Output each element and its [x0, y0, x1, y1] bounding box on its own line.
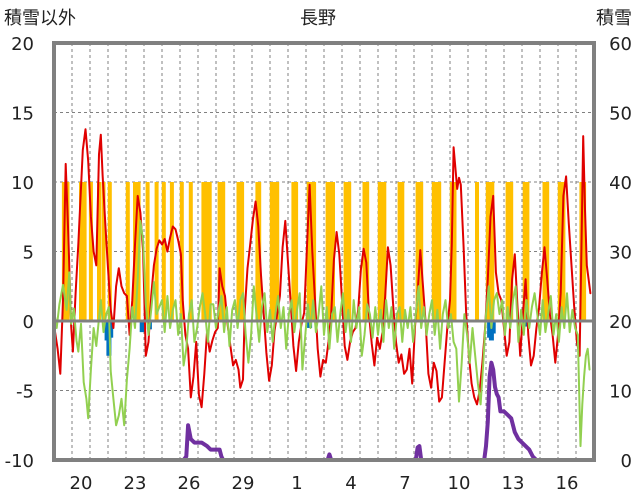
sunshine-bar [188, 182, 193, 321]
sunshine-bar [545, 182, 550, 321]
sunshine-bar [145, 182, 150, 321]
right-axis-label: 積雪 [596, 8, 632, 29]
x-tick-label: 1 [291, 473, 302, 494]
precipitation-bar [139, 321, 145, 333]
sunshine-bar [294, 182, 299, 321]
left-tick-label: -10 [5, 451, 34, 472]
temperature-diff-line [53, 219, 591, 448]
sunshine-bars [61, 182, 587, 321]
sunshine-bar [204, 182, 209, 321]
sunshine-bar [379, 182, 384, 321]
plot-frame [52, 41, 596, 462]
right-tick-label: 20 [609, 312, 632, 333]
sunshine-bar [343, 182, 348, 321]
x-tick-label: 23 [124, 473, 147, 494]
sunshine-bar [221, 182, 226, 321]
sunshine-bar [272, 182, 277, 321]
x-tick-label: 7 [399, 473, 410, 494]
sunshine-bar [179, 182, 184, 321]
right-tick-label: 40 [609, 173, 632, 194]
left-tick-label: 5 [23, 243, 34, 264]
sunshine-bar [275, 182, 280, 321]
sunshine-bar [65, 182, 70, 321]
right-tick-label: 50 [609, 104, 632, 125]
x-axis-ticks: 20 23 26 29 1 4 7 10 13 16 [70, 473, 579, 494]
precipitation-bar [490, 321, 496, 334]
left-axis-ticks: 20 15 10 5 0 -5 -10 [5, 34, 34, 472]
left-tick-label: 20 [11, 34, 34, 55]
right-tick-label: 60 [609, 34, 632, 55]
right-tick-label: 10 [609, 382, 632, 403]
x-tick-label: 4 [345, 473, 356, 494]
sunshine-bar [397, 182, 402, 321]
left-axis-label: 積雪以外 [4, 8, 76, 29]
sunshine-bar [437, 182, 442, 321]
sunshine-bar [400, 182, 405, 321]
left-tick-label: 15 [11, 104, 34, 125]
sunshine-bar [82, 182, 87, 321]
sunshine-bar [328, 182, 333, 321]
sunshine-bar [312, 182, 317, 321]
left-tick-label: 0 [23, 312, 34, 333]
left-tick-label: 10 [11, 173, 34, 194]
sunshine-bar [201, 182, 206, 321]
sunshine-bar [107, 182, 112, 321]
sunshine-bar [382, 182, 387, 321]
x-tick-label: 26 [178, 473, 201, 494]
sunshine-bar [522, 182, 527, 321]
plot-border [52, 41, 596, 462]
sunshine-bar [509, 182, 514, 321]
sunshine-bar [365, 182, 370, 321]
sunshine-bar [101, 182, 106, 321]
sunshine-bar [490, 182, 495, 321]
sunshine-bar [347, 182, 352, 321]
sunshine-bar [79, 182, 83, 321]
sunshine-bar [452, 182, 457, 321]
sunshine-bar [125, 182, 130, 321]
x-tick-label: 29 [232, 473, 255, 494]
sunshine-bar [88, 182, 93, 321]
x-tick-label: 10 [448, 473, 471, 494]
sunshine-bar [557, 182, 562, 321]
right-tick-label: 30 [609, 243, 632, 264]
precipitation-bar [108, 321, 114, 338]
chart-title: 長野 [300, 8, 336, 29]
sunshine-bar [306, 182, 311, 321]
sunshine-bar [331, 182, 335, 321]
sunshine-bar [434, 182, 439, 321]
left-tick-label: -5 [16, 382, 34, 403]
sunshine-bar [269, 182, 274, 321]
sunshine-bar [169, 182, 174, 321]
x-tick-label: 16 [556, 473, 579, 494]
sunshine-bar [475, 182, 479, 321]
sunshine-bar [161, 182, 166, 321]
x-tick-label: 20 [70, 473, 93, 494]
sunshine-bar [415, 182, 420, 321]
sunshine-bar [431, 182, 436, 321]
sunshine-bar [207, 182, 212, 321]
sunshine-bar [291, 182, 296, 321]
sunshine-bar [582, 182, 587, 321]
sunshine-bar [561, 182, 566, 321]
sunshine-bar [97, 182, 101, 321]
sunshine-bar [240, 182, 245, 321]
x-tick-label: 13 [502, 473, 525, 494]
sunshine-bar [525, 182, 530, 321]
sunshine-bar [325, 182, 330, 321]
right-tick-label: 0 [621, 451, 632, 472]
right-axis-ticks: 60 50 40 30 20 10 0 [609, 34, 632, 472]
sunshine-bar [505, 182, 510, 321]
